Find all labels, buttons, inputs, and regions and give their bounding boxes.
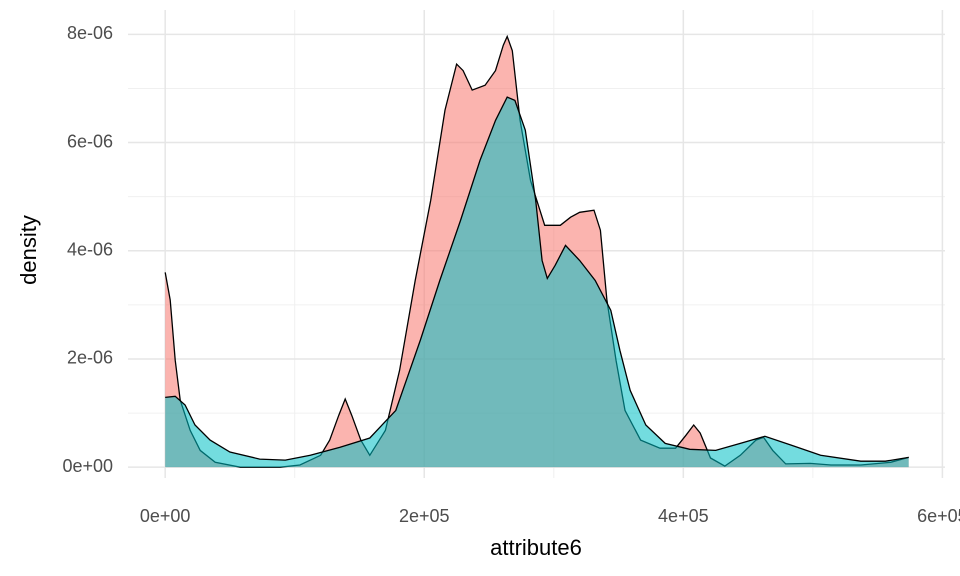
density-line — [165, 96, 909, 462]
x-tick-label: 2e+05 — [399, 506, 450, 526]
y-tick-label: 6e-06 — [67, 131, 113, 151]
x-axis-title: attribute6 — [490, 535, 582, 560]
y-tick-label: 8e-06 — [67, 23, 113, 43]
x-tick-label: 0e+00 — [140, 506, 191, 526]
y-axis-title: density — [16, 215, 41, 285]
y-tick-label: 0e+00 — [62, 456, 113, 476]
x-tick-label: 4e+05 — [658, 506, 709, 526]
y-tick-label: 4e-06 — [67, 240, 113, 260]
y-tick-label: 2e-06 — [67, 348, 113, 368]
x-tick-label: 6e+05 — [917, 506, 960, 526]
density-area — [165, 97, 909, 468]
